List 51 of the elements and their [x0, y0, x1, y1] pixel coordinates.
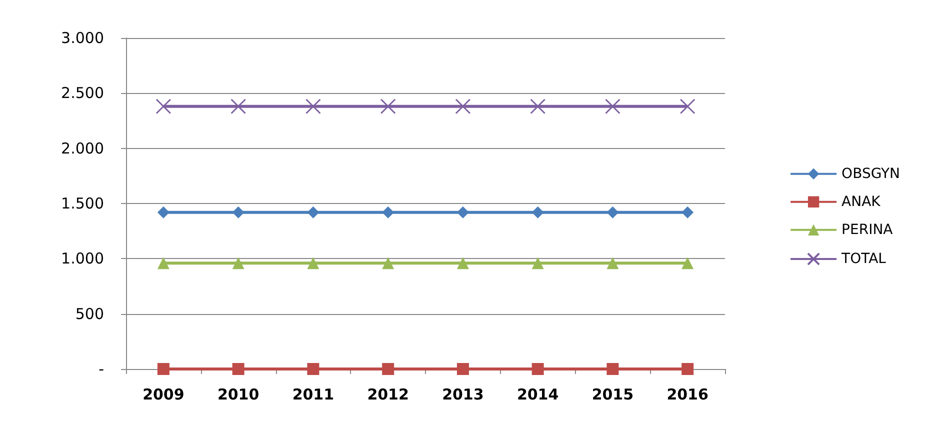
y-tick-label: 2.500: [61, 84, 104, 102]
point: [157, 257, 170, 270]
point: [456, 206, 469, 218]
legend-label: TOTAL: [840, 251, 886, 267]
x-tick-label: 2010: [217, 386, 260, 404]
x-tick-label: 2009: [142, 386, 184, 404]
legend-label: OBSGYN: [842, 166, 900, 182]
y-tick-label: 1.000: [61, 250, 104, 268]
y-tick-label: 2.000: [61, 139, 104, 158]
legend-label: PERINA: [842, 222, 894, 238]
point: [606, 257, 619, 270]
y-tick-label: 1.500: [61, 194, 104, 212]
point: [606, 363, 619, 375]
point: [604, 98, 620, 114]
x-tick-label: 2015: [592, 386, 634, 404]
point: [456, 257, 469, 270]
point: [232, 257, 244, 270]
point: [532, 363, 544, 375]
point: [682, 206, 694, 218]
x-tick-label: 2012: [367, 386, 409, 404]
point: [680, 98, 696, 114]
y-tick-label: 500: [75, 304, 104, 323]
point: [230, 98, 246, 114]
x-tick-label: 2016: [666, 386, 708, 404]
point: [307, 206, 320, 218]
point: [307, 363, 320, 375]
point: [307, 257, 320, 270]
x-tick-label: 2011: [292, 386, 334, 404]
point: [382, 257, 394, 270]
point: [382, 206, 394, 218]
point: [305, 98, 321, 114]
point: [380, 98, 396, 114]
y-tick-label: 3.000: [61, 29, 104, 47]
point: [682, 257, 694, 270]
point: [682, 363, 694, 375]
point: [157, 363, 170, 375]
x-tick-label: 2013: [442, 386, 484, 404]
x-tick-label: 2014: [516, 386, 559, 404]
point: [382, 363, 394, 375]
point: [232, 206, 244, 218]
point: [156, 98, 172, 114]
point: [532, 206, 544, 218]
y-tick-label: -: [98, 360, 104, 378]
legend-label: ANAK: [842, 194, 882, 210]
point: [532, 257, 544, 270]
point: [232, 363, 244, 375]
point: [157, 206, 170, 218]
point: [456, 363, 469, 375]
point: [455, 98, 471, 114]
point: [606, 206, 619, 218]
point: [530, 98, 546, 114]
